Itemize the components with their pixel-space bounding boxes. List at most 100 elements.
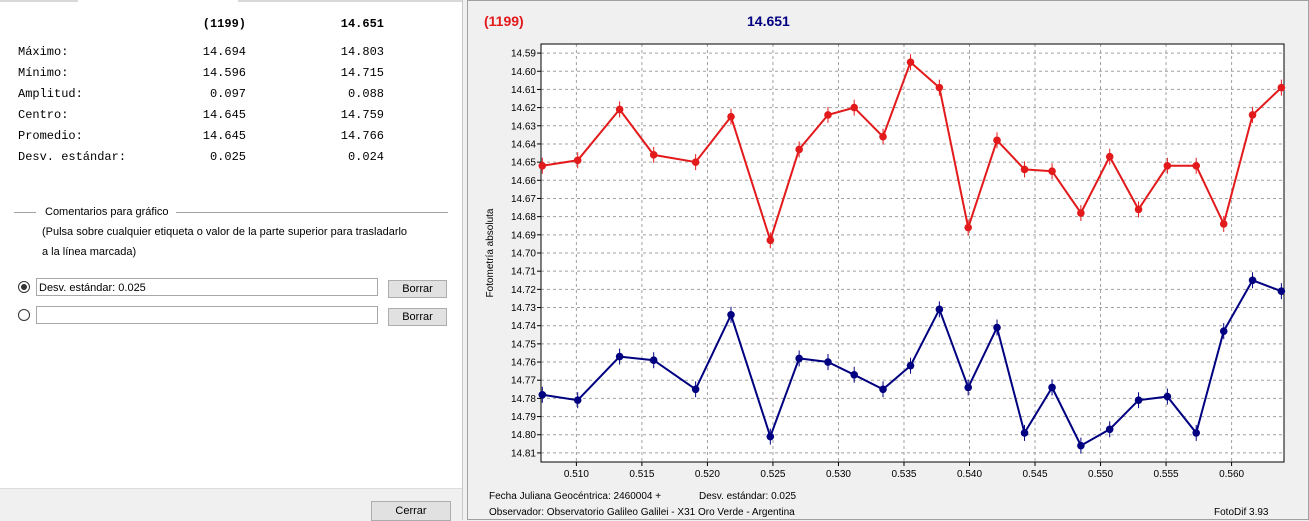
stats-panel: (1199) 14.651 Máximo: 14.694 14.803 Mínimo:… bbox=[0, 0, 462, 520]
data-point bbox=[824, 358, 832, 366]
y-tick-label: 14.76 bbox=[511, 358, 536, 369]
stat-label[interactable]: Mínimo: bbox=[18, 66, 69, 80]
x-tick-label: 0.535 bbox=[891, 469, 916, 480]
data-point bbox=[538, 161, 547, 170]
data-point bbox=[1048, 383, 1056, 392]
data-point bbox=[850, 370, 858, 379]
data-point bbox=[1277, 83, 1286, 92]
legend-series2: 14.651 bbox=[747, 13, 790, 29]
x-tick-label: 0.515 bbox=[629, 469, 654, 480]
data-point bbox=[1192, 429, 1201, 437]
y-tick-label: 14.74 bbox=[511, 321, 536, 332]
data-point bbox=[879, 132, 887, 141]
data-point bbox=[573, 156, 582, 165]
stat-label[interactable]: Centro: bbox=[18, 108, 69, 122]
data-point bbox=[795, 354, 803, 363]
stat-value-series1[interactable]: 14.596 bbox=[202, 66, 246, 80]
data-point bbox=[1020, 165, 1029, 174]
tab-strip-divider bbox=[238, 0, 462, 2]
stat-label[interactable]: Máximo: bbox=[18, 45, 69, 59]
stat-label[interactable]: Promedio: bbox=[18, 129, 83, 143]
x-tick-label: 0.530 bbox=[826, 469, 851, 480]
groupbox-line bbox=[14, 212, 36, 213]
data-point bbox=[1105, 152, 1114, 161]
y-tick-label: 14.73 bbox=[511, 303, 536, 314]
stat-label[interactable]: Desv. estándar: bbox=[18, 150, 127, 164]
y-tick-label: 14.63 bbox=[511, 121, 536, 132]
data-point bbox=[1077, 209, 1085, 217]
x-tick-label: 0.525 bbox=[760, 469, 785, 480]
y-tick-label: 14.71 bbox=[511, 267, 536, 278]
stats-header-series1[interactable]: (1199) bbox=[202, 17, 246, 31]
x-tick-label: 0.550 bbox=[1088, 469, 1113, 480]
comments-instructions-line1: (Pulsa sobre cualquier etiqueta o valor … bbox=[42, 226, 408, 238]
data-point bbox=[1134, 205, 1143, 214]
data-point bbox=[993, 136, 1001, 145]
data-point bbox=[1048, 167, 1056, 176]
x-tick-label: 0.560 bbox=[1219, 469, 1244, 480]
x-tick-label: 0.520 bbox=[695, 469, 720, 480]
stat-value-series2[interactable]: 0.088 bbox=[347, 87, 384, 101]
comment-line1-radio[interactable] bbox=[18, 281, 30, 293]
y-tick-label: 14.77 bbox=[511, 376, 536, 387]
data-point bbox=[1192, 161, 1201, 170]
y-tick-label: 14.69 bbox=[511, 230, 536, 241]
data-point bbox=[879, 385, 887, 394]
data-point bbox=[906, 58, 915, 66]
y-tick-label: 14.68 bbox=[511, 212, 536, 223]
data-point bbox=[906, 361, 915, 370]
y-tick-label: 14.60 bbox=[511, 67, 536, 78]
data-point bbox=[766, 432, 775, 441]
x-tick-label: 0.555 bbox=[1154, 469, 1179, 480]
stat-value-series2[interactable]: 14.715 bbox=[340, 66, 384, 80]
footer-std-dev: Desv. estándar: 0.025 bbox=[699, 491, 797, 502]
data-point bbox=[691, 158, 700, 166]
stat-value-series2[interactable]: 0.024 bbox=[347, 150, 384, 164]
stat-value-series2[interactable]: 14.759 bbox=[340, 108, 384, 122]
stat-value-series2[interactable]: 14.803 bbox=[340, 45, 384, 59]
comment-line2-input[interactable] bbox=[36, 306, 378, 324]
stat-value-series1[interactable]: 0.097 bbox=[209, 87, 246, 101]
bottom-bar: Cerrar bbox=[0, 488, 462, 521]
lightcurve-chart: (1199) 14.651 14.5914.6014.6114.6214.631… bbox=[484, 13, 1286, 518]
stat-value-series1[interactable]: 14.645 bbox=[202, 108, 246, 122]
close-button[interactable]: Cerrar bbox=[371, 501, 451, 521]
stat-value-series1[interactable]: 14.645 bbox=[202, 129, 246, 143]
data-point bbox=[727, 310, 735, 319]
y-tick-label: 14.65 bbox=[511, 158, 536, 169]
stat-value-series2[interactable]: 14.766 bbox=[340, 129, 384, 143]
data-point bbox=[993, 323, 1001, 332]
data-point bbox=[1163, 392, 1172, 401]
stats-header-series2[interactable]: 14.651 bbox=[340, 17, 384, 31]
comment-line1-input[interactable]: Desv. estándar: 0.025 bbox=[36, 278, 378, 296]
comments-section-title: Comentarios para gráfico bbox=[45, 206, 169, 218]
data-point bbox=[1077, 441, 1085, 450]
delete-line2-button[interactable]: Borrar bbox=[388, 308, 447, 326]
stat-value-series1[interactable]: 14.694 bbox=[202, 45, 246, 59]
stat-label[interactable]: Amplitud: bbox=[18, 87, 83, 101]
y-axis-label: Fotometría absoluta bbox=[485, 208, 496, 297]
y-tick-label: 14.70 bbox=[511, 249, 536, 260]
y-tick-label: 14.59 bbox=[511, 49, 536, 60]
chart-panel: (1199) 14.651 14.59 14.60 14.61 14.62 14.63 1… bbox=[467, 0, 1309, 520]
delete-line1-button[interactable]: Borrar bbox=[388, 280, 447, 298]
x-tick-label: 0.540 bbox=[957, 469, 982, 480]
footer-observer: Observador: Observatorio Galileo Galilei… bbox=[489, 507, 795, 518]
y-tick-label: 14.67 bbox=[511, 194, 536, 205]
stat-value-series1[interactable]: 0.025 bbox=[209, 150, 246, 164]
x-tick-label: 0.545 bbox=[1023, 469, 1048, 480]
plot-area: 14.59 14.60 14.61 14.62 14.63 14.64 14.65 14.66… bbox=[511, 43, 1286, 480]
y-tick-label: 14.81 bbox=[511, 448, 536, 459]
y-tick-label: 14.61 bbox=[511, 85, 536, 96]
data-point bbox=[850, 103, 858, 112]
comment-line2-radio[interactable] bbox=[18, 309, 30, 321]
data-point bbox=[1277, 287, 1286, 295]
data-point bbox=[615, 105, 624, 114]
y-tick-label: 14.66 bbox=[511, 176, 536, 187]
y-tick-label: 14.75 bbox=[511, 339, 536, 350]
panel-splitter[interactable] bbox=[462, 0, 467, 520]
legend-series1: (1199) bbox=[484, 13, 524, 29]
data-point bbox=[538, 390, 547, 399]
data-point bbox=[964, 223, 972, 232]
data-point bbox=[649, 151, 658, 159]
